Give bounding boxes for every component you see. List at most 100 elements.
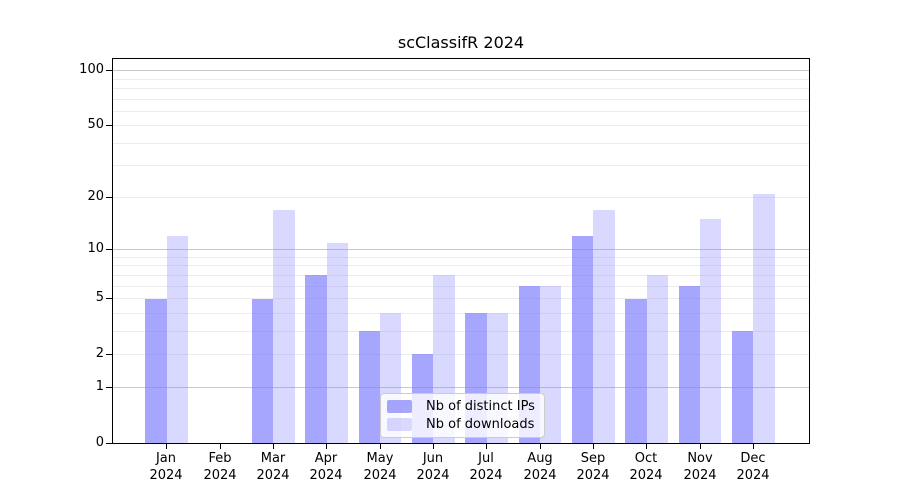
x-tick-year: 2024	[469, 467, 503, 483]
minor-gridline	[113, 79, 809, 80]
y-tick-label: 10	[87, 241, 104, 256]
x-tick-mark	[646, 443, 647, 449]
minor-gridline	[113, 275, 809, 276]
x-tick-year: 2024	[683, 467, 717, 483]
y-tick-mark	[106, 443, 113, 444]
x-tick-year: 2024	[629, 467, 663, 483]
x-tick-label-apr: Apr 2024	[286, 451, 366, 484]
x-tick-mark	[380, 443, 381, 449]
x-tick-month: Jul	[478, 451, 494, 466]
bar-downloads-mar	[273, 209, 295, 443]
x-tick-year: 2024	[203, 467, 237, 483]
legend-label-distinct-ips: Nb of distinct IPs	[426, 399, 535, 414]
x-tick-month: Nov	[687, 451, 713, 466]
x-tick-year: 2024	[736, 467, 770, 483]
minor-gridline	[113, 88, 809, 89]
legend: Nb of distinct IPs Nb of downloads	[380, 393, 545, 438]
minor-gridline	[113, 197, 809, 198]
x-tick-year: 2024	[416, 467, 450, 483]
y-tick-label: 5	[95, 290, 104, 305]
x-tick-year: 2024	[309, 467, 343, 483]
y-tick-mark	[106, 249, 113, 250]
x-tick-label-oct: Oct 2024	[606, 451, 686, 484]
bar-distinct-ips-mar	[252, 298, 274, 443]
y-tick-mark	[106, 197, 113, 198]
minor-gridline	[113, 125, 809, 126]
y-tick-label: 2	[95, 346, 104, 361]
legend-item-distinct-ips: Nb of distinct IPs	[387, 399, 538, 414]
chart-title: scClassifR 2024	[397, 33, 525, 52]
bar-distinct-ips-may	[358, 331, 381, 443]
y-tick-mark	[106, 125, 113, 126]
bar-distinct-ips-oct	[625, 298, 647, 443]
minor-gridline	[113, 165, 809, 166]
bar-distinct-ips-dec	[732, 331, 754, 443]
x-tick-label-nov: Nov 2024	[660, 451, 740, 484]
x-tick-month: Jan	[155, 451, 177, 466]
x-tick-mark	[326, 443, 327, 449]
y-tick-label: 50	[87, 117, 104, 132]
bar-distinct-ips-apr	[305, 275, 327, 443]
x-tick-year: 2024	[256, 467, 290, 483]
legend-label-downloads: Nb of downloads	[426, 417, 535, 432]
x-tick-month: Mar	[260, 451, 286, 466]
bar-downloads-nov	[700, 219, 722, 443]
y-tick-mark	[106, 354, 113, 355]
x-tick-label-mar: Mar 2024	[233, 451, 313, 484]
x-tick-label-dec: Dec 2024	[713, 451, 793, 484]
major-gridline	[113, 387, 809, 388]
x-tick-year: 2024	[523, 467, 557, 483]
bar-distinct-ips-jan	[145, 298, 167, 443]
minor-gridline	[113, 99, 809, 100]
x-tick-year: 2024	[363, 467, 397, 483]
x-tick-label-aug: Aug 2024	[500, 451, 580, 484]
legend-swatch-downloads	[387, 418, 412, 431]
x-tick-month: Oct	[634, 451, 658, 466]
bar-distinct-ips-sep	[572, 236, 594, 443]
plot-area: Nb of distinct IPs Nb of downloads	[112, 58, 810, 444]
x-tick-mark	[593, 443, 594, 449]
minor-gridline	[113, 111, 809, 112]
bar-downloads-apr	[326, 242, 349, 443]
x-tick-label-jun: Jun 2024	[393, 451, 473, 484]
legend-swatch-distinct-ips	[387, 400, 412, 413]
x-tick-mark	[166, 443, 167, 449]
bar-downloads-dec	[753, 193, 775, 443]
x-tick-label-jul: Jul 2024	[446, 451, 526, 484]
minor-gridline	[113, 143, 809, 144]
y-tick-label: 0	[95, 435, 104, 450]
bar-distinct-ips-nov	[678, 286, 701, 443]
minor-gridline	[113, 298, 809, 299]
y-tick-mark	[106, 387, 113, 388]
x-tick-mark	[540, 443, 541, 449]
bar-downloads-oct	[646, 275, 669, 443]
x-tick-month: Apr	[314, 451, 338, 466]
x-tick-label-jan: Jan 2024	[126, 451, 206, 484]
x-tick-month: May	[366, 451, 394, 466]
x-tick-mark	[273, 443, 274, 449]
x-tick-month: Feb	[208, 451, 232, 466]
x-tick-month: Jun	[422, 451, 444, 466]
y-tick-label: 20	[87, 189, 104, 204]
minor-gridline	[113, 265, 809, 266]
x-tick-mark	[486, 443, 487, 449]
x-tick-month: Dec	[740, 451, 766, 466]
bar-downloads-jan	[166, 236, 189, 443]
y-tick-mark	[106, 298, 113, 299]
x-tick-month: Sep	[580, 451, 606, 466]
x-tick-month: Aug	[527, 451, 553, 466]
x-tick-mark	[700, 443, 701, 449]
legend-item-downloads: Nb of downloads	[387, 417, 538, 432]
y-tick-mark	[106, 70, 113, 71]
x-tick-mark	[220, 443, 221, 449]
major-gridline	[113, 249, 809, 250]
major-gridline	[113, 70, 809, 71]
x-tick-label-may: May 2024	[340, 451, 420, 484]
bar-downloads-sep	[593, 209, 615, 443]
minor-gridline	[113, 286, 809, 287]
x-tick-mark	[433, 443, 434, 449]
y-tick-label: 100	[79, 62, 104, 77]
minor-gridline	[113, 313, 809, 314]
minor-gridline	[113, 354, 809, 355]
